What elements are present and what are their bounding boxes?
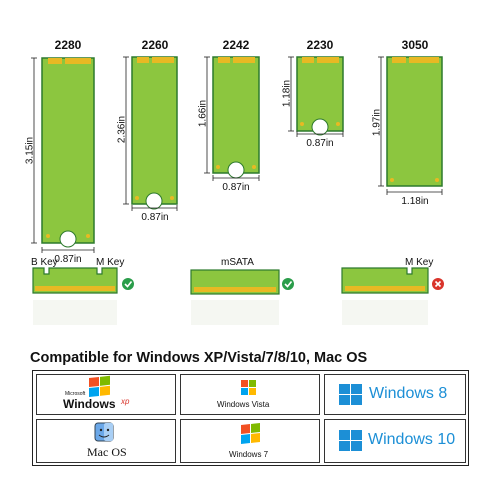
windows-xp-text: Windows xyxy=(63,397,116,411)
card-3050 xyxy=(378,56,443,195)
windows-xp-flag-icon xyxy=(89,375,110,397)
compatibility-headline: Compatible for Windows XP/Vista/7/8/10, … xyxy=(30,350,368,366)
connector-key-left: B Key xyxy=(31,257,58,268)
os-cell-windows-7: Windows 7 xyxy=(180,419,320,463)
connector-bm-key xyxy=(32,267,118,294)
width-label: 1.18in xyxy=(401,196,429,207)
connector-msata xyxy=(190,269,280,295)
os-cell-windows-10: Windows 10 xyxy=(324,419,466,463)
os-logo-grid: Microsoft Windows xp Windows Vista Windo… xyxy=(32,370,469,466)
connector-type-label: mSATA xyxy=(221,257,254,268)
os-cell-windows-8: Windows 8 xyxy=(324,374,466,415)
length-label: 3.15in xyxy=(24,136,36,165)
card-2260 xyxy=(123,56,178,211)
windows-10-logo-icon xyxy=(339,430,362,451)
width-label: 0.87in xyxy=(54,254,82,265)
windows-vista-text: Windows Vista xyxy=(217,400,270,409)
connector-m-key xyxy=(341,267,429,294)
model-label: 2230 xyxy=(306,38,334,52)
card-2280 xyxy=(31,57,95,253)
xp-suffix-text: xp xyxy=(121,397,130,406)
length-label: 1.97in xyxy=(371,108,383,137)
windows-7-text: Windows 7 xyxy=(229,450,269,459)
windows-8-logo-icon xyxy=(339,384,362,405)
windows-8-text: Windows 8 xyxy=(369,385,448,402)
microsoft-text: Microsoft xyxy=(65,391,86,397)
model-label: 3050 xyxy=(401,38,429,52)
length-label: 2.36in xyxy=(116,115,128,144)
card-2230 xyxy=(288,56,344,137)
width-label: 0.87in xyxy=(222,182,250,193)
mac-finder-icon xyxy=(94,422,114,442)
os-cell-mac-os: Mac OS xyxy=(36,419,176,463)
os-cell-windows-vista: Windows Vista xyxy=(180,374,320,415)
check-icon xyxy=(122,278,134,290)
length-label: 1.18in xyxy=(281,79,293,108)
connector-key-right: M Key xyxy=(405,257,434,268)
model-label: 2280 xyxy=(54,38,82,52)
check-icon xyxy=(282,278,294,290)
width-label: 0.87in xyxy=(306,138,334,149)
mac-os-text: Mac OS xyxy=(87,445,127,459)
model-label: 2260 xyxy=(141,38,169,52)
os-cell-windows-xp: Microsoft Windows xp xyxy=(36,374,176,415)
width-label: 0.87in xyxy=(141,212,169,223)
windows-7-flag-icon xyxy=(241,423,260,444)
length-label: 1.66in xyxy=(197,99,209,128)
windows-vista-orb-icon xyxy=(241,380,256,395)
cross-icon xyxy=(432,278,444,290)
card-2242 xyxy=(204,56,260,181)
model-label: 2242 xyxy=(222,38,250,52)
windows-10-text: Windows 10 xyxy=(368,431,456,448)
connector-key-right: M Key xyxy=(96,257,125,268)
